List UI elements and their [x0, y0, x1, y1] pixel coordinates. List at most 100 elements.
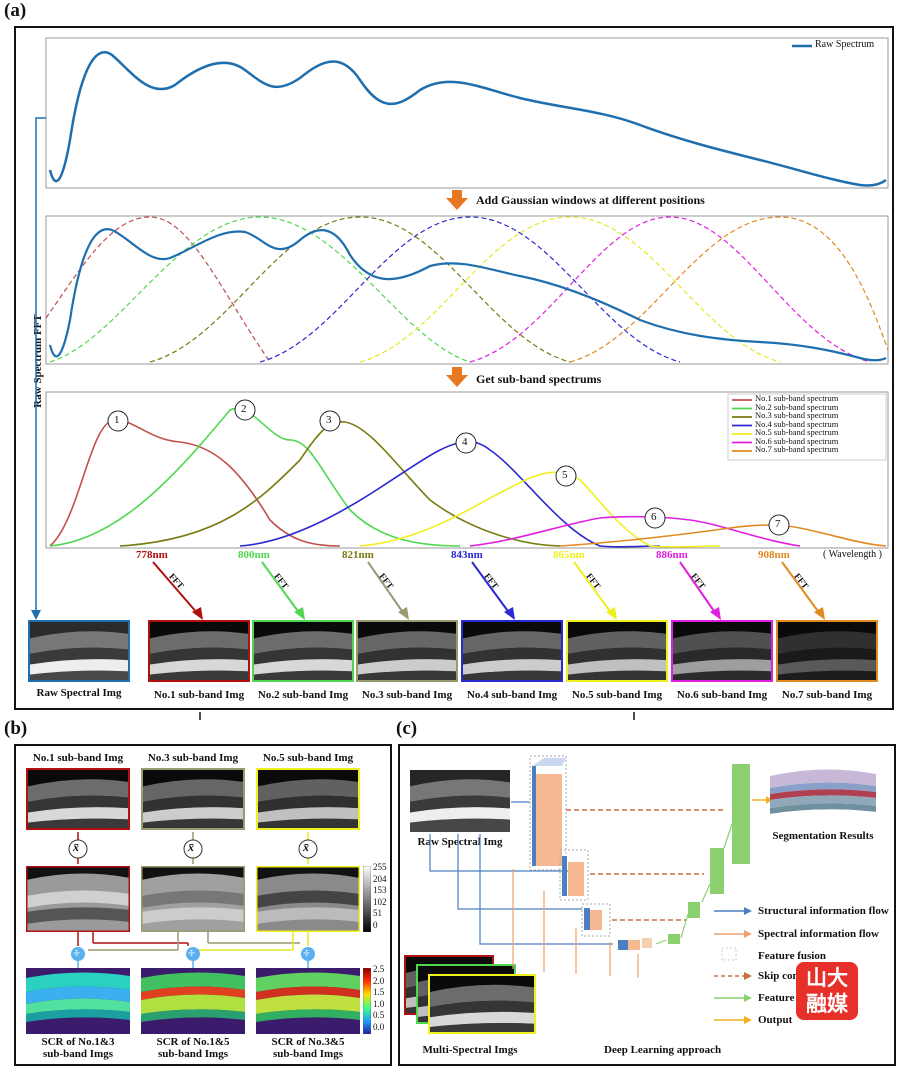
- subband-4: [239, 440, 661, 548]
- subband-img-label-1: No.1 sub-band Img: [153, 689, 245, 701]
- panel-b-frame: [14, 744, 392, 1066]
- wavelength-2: 800nm: [238, 549, 270, 561]
- peak-label-1: 1: [114, 414, 120, 426]
- gray-colorbar-ticks: 255 204 153 102 51 0: [373, 862, 387, 930]
- panel-a-label: (a): [4, 0, 27, 21]
- down-arrow-1: [446, 190, 468, 210]
- subband-1: [49, 419, 341, 547]
- gaussian-window-3: [149, 216, 571, 363]
- subband-img-label-7: No.7 sub-band Img: [781, 689, 873, 701]
- scr-label-1: SCR of No.1&3 sub-band Imgs: [41, 1036, 115, 1060]
- mean-op-3: [298, 839, 318, 859]
- legend-fusion: Feature fusion: [758, 950, 826, 962]
- panel-a-frame: [14, 26, 894, 710]
- encoder-block-2: [559, 849, 589, 901]
- legend-structural: Structural information flow: [758, 905, 889, 917]
- peak-label-3: 3: [326, 414, 332, 426]
- gray-layer-img-3: [256, 866, 360, 932]
- raw-spectral-image: [28, 620, 130, 682]
- scr-label-2: SCR of No.1&5 sub-band Imgs: [156, 1036, 230, 1060]
- b-top-label-3: No.5 sub-band Img: [262, 752, 354, 764]
- step1-text: Add Gaussian windows at different positi…: [476, 193, 705, 207]
- wavelength-axis-label: ( Wavelength ): [823, 549, 882, 560]
- color-colorbar: [363, 968, 371, 1034]
- subband-2: [49, 407, 461, 547]
- subband-legend-box: [727, 393, 887, 461]
- color-colorbar-ticks: 2.5 2.0 1.5 1.0 0.5 0.0: [373, 964, 385, 1032]
- scr-label-3: SCR of No.3&5 sub-band Imgs: [271, 1036, 345, 1060]
- legend-raw-text: Raw Spectrum: [815, 39, 875, 50]
- peak-markers: [107, 399, 790, 536]
- watermark-logo: 山大 融媒: [796, 962, 858, 1020]
- encoder-block-3: [581, 903, 611, 937]
- mean-op-symbol-3: x̄: [303, 840, 309, 854]
- mean-op-symbol-1: x̄: [73, 840, 79, 854]
- subband-img-label-6: No.6 sub-band Img: [676, 689, 768, 701]
- c-multi-img-label: Multi-Spectral Imgs: [422, 1044, 518, 1056]
- legend-item-4: No.4 sub-band spectrum: [755, 418, 839, 429]
- step2-text: Get sub-band spectrums: [476, 372, 602, 386]
- wavelength-4: 843nm: [451, 549, 483, 561]
- decoder-block-2: [688, 902, 700, 918]
- peak-label-4: 4: [462, 436, 468, 448]
- legend-skip: Skip con: [758, 970, 799, 982]
- legend-item-5: No.5 sub-band spectrum: [755, 427, 839, 437]
- divide-symbol-2: ÷: [188, 945, 196, 960]
- gray-layer-img-2: [141, 866, 245, 932]
- legend-feature: Feature: [758, 992, 795, 1004]
- scr-img-3-5: [256, 968, 360, 1034]
- subband-img-label-5: No.5 sub-band Img: [571, 689, 663, 701]
- divide-symbol-3: ÷: [303, 945, 311, 960]
- subband-image-3: [356, 620, 458, 682]
- peak-label-5: 5: [562, 469, 568, 481]
- subband-box: [45, 391, 889, 549]
- gaussian-window-4: [259, 216, 681, 363]
- wavelength-5: 865nm: [553, 549, 585, 561]
- mean-op-2: [183, 839, 203, 859]
- c-raw-spectral-image: [410, 770, 510, 832]
- subband-image-2: [252, 620, 354, 682]
- legend-spectral: Spectral information flow: [758, 928, 879, 940]
- wavelength-7: 908nm: [758, 549, 790, 561]
- c-multi-img-front: [428, 974, 536, 1034]
- divide-op-2: [186, 947, 200, 961]
- scr-img-1-3: [26, 968, 130, 1034]
- segmentation-label: Segmentation Results: [772, 830, 874, 842]
- panel-a-charts: [31, 37, 889, 720]
- raw-fft-connector: [35, 117, 46, 612]
- down-arrow-2: [446, 367, 468, 387]
- legend-item-2: No.2 sub-band spectrum: [755, 401, 839, 412]
- subband-image-4: [461, 620, 563, 682]
- gaussian-window-6: [469, 216, 871, 363]
- legend-item-3: No.3 sub-band spectrum: [755, 410, 839, 420]
- mean-op-1: [68, 839, 88, 859]
- panel-b-connectors: [68, 832, 318, 968]
- panel-c-label: (c): [396, 718, 418, 739]
- b-subband-img-3: [141, 768, 245, 830]
- legend-item-1: No.1 sub-band spectrum: [755, 393, 839, 403]
- subband-image-6: [671, 620, 773, 682]
- divide-symbol-1: ÷: [73, 945, 81, 960]
- b-subband-img-1: [26, 768, 130, 830]
- peak-label-6: 6: [651, 511, 657, 523]
- deep-learning-label: Deep Learning approach: [604, 1044, 722, 1056]
- wavelength-6: 886nm: [656, 549, 688, 561]
- encoder-block-4: [618, 938, 652, 950]
- gaussian-window-5: [359, 216, 781, 363]
- subband-6: [469, 515, 801, 547]
- peak-label-2: 2: [241, 403, 247, 415]
- divide-op-1: [71, 947, 85, 961]
- gaussian-window-7: [569, 216, 889, 363]
- subband-legend: No.1 sub-band spectrum No.2 sub-band spe…: [755, 394, 838, 454]
- subband-7: [559, 524, 887, 547]
- gray-colorbar: [363, 866, 371, 932]
- subband-image-7: [776, 620, 878, 682]
- subband-img-label-2: No.2 sub-band Img: [257, 689, 349, 701]
- decoder-block-1: [668, 934, 680, 944]
- divide-op-3: [301, 947, 315, 961]
- peak-label-7: 7: [775, 518, 781, 530]
- wavelength-1: 778nm: [136, 549, 168, 561]
- b-top-label-1: No.1 sub-band Img: [32, 752, 124, 764]
- subband-5: [359, 471, 721, 548]
- subband-img-label-3: No.3 sub-band Img: [361, 689, 453, 701]
